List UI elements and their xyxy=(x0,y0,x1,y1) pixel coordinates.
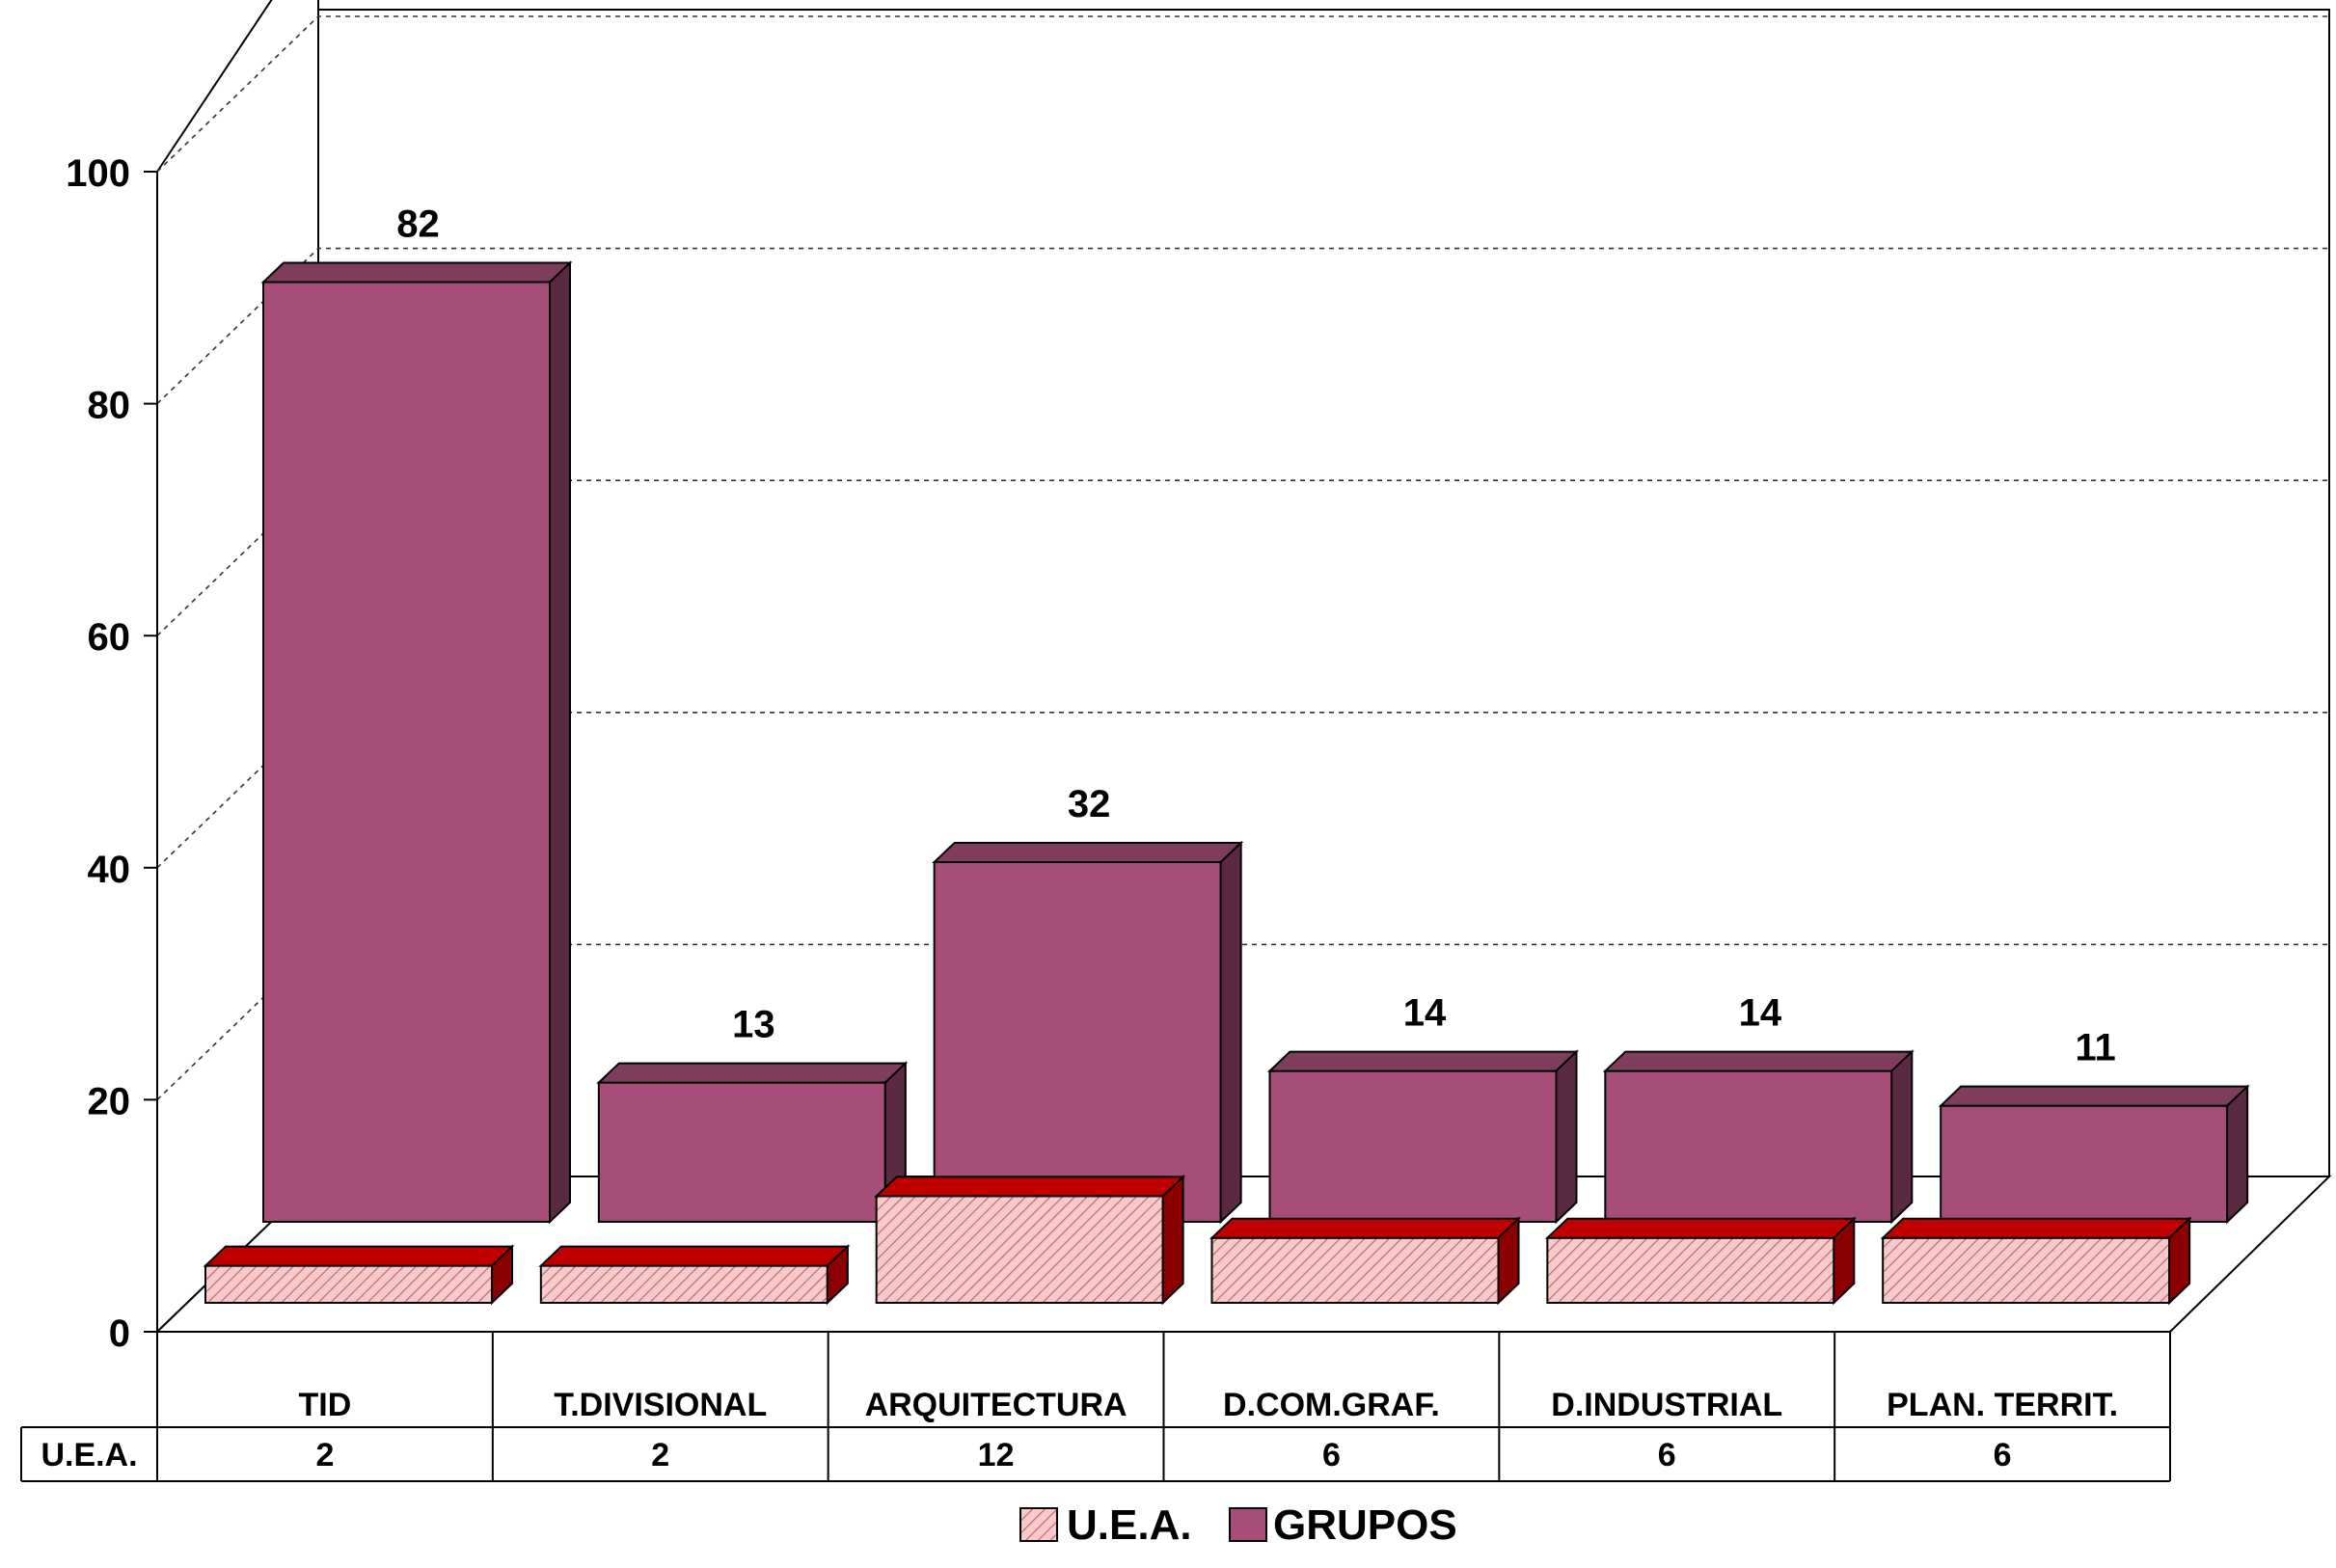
data-label: 14 xyxy=(1403,992,1447,1035)
grupos-bar-front xyxy=(597,1081,886,1223)
uea-bars xyxy=(203,1175,2192,1306)
gridline xyxy=(156,15,2329,173)
uea-bar-side xyxy=(826,1244,849,1306)
x-category-label: ARQUITECTURA xyxy=(865,1387,1127,1423)
grupos-bar-top xyxy=(932,842,1244,864)
grupos-bar-side xyxy=(2226,1084,2249,1225)
grupos-bar-top xyxy=(1267,1050,1579,1072)
grupos-bar-front xyxy=(1940,1104,2229,1224)
grupos-bar-side xyxy=(1890,1049,1914,1225)
grupos-bar xyxy=(260,260,573,1225)
uea-bar-front xyxy=(875,1195,1164,1305)
uea-bar xyxy=(1209,1216,1521,1306)
grupos-bar-side xyxy=(549,260,571,1225)
data-label: 13 xyxy=(732,1004,775,1046)
table-cell: 6 xyxy=(1658,1437,1676,1473)
grupos-bar-top xyxy=(1602,1050,1915,1072)
uea-bar-front xyxy=(204,1264,493,1304)
uea-bar xyxy=(203,1244,515,1306)
y-axis: 0 20 40 60 80 100 xyxy=(66,152,158,1355)
grupos-bar-front xyxy=(933,861,1222,1223)
table-cell: 2 xyxy=(651,1437,669,1473)
legend-swatch-uea xyxy=(1019,1507,1058,1542)
grupos-bar-side xyxy=(1219,840,1242,1225)
uea-bar-side xyxy=(1833,1216,1856,1306)
uea-bar xyxy=(874,1175,1186,1306)
grupos-bar xyxy=(1267,1049,1579,1225)
uea-bar-top xyxy=(203,1245,515,1267)
uea-bar-side xyxy=(1161,1175,1184,1306)
uea-bar-top xyxy=(1544,1217,1857,1239)
gridline xyxy=(156,247,2329,405)
table-cell: 2 xyxy=(315,1437,334,1473)
grupos-bar-top xyxy=(1938,1085,2250,1107)
table-cell: 6 xyxy=(1322,1437,1341,1473)
uea-bar-front xyxy=(1546,1236,1835,1305)
data-table: U.E.A. TID 2 T.DIVISIONAL 2 ARQUITECTURA 12 D.C… xyxy=(20,1332,2171,1482)
grupos-bar-front xyxy=(1268,1069,1558,1223)
uea-bar-top xyxy=(1209,1217,1521,1239)
data-label: 32 xyxy=(1068,783,1111,825)
table-cell: 12 xyxy=(978,1437,1015,1473)
uea-bar-top xyxy=(1880,1217,2192,1239)
uea-bar-front xyxy=(1210,1236,1500,1305)
grupos-bar-front xyxy=(262,281,551,1224)
legend-label-uea: U.E.A. xyxy=(1067,1501,1192,1549)
x-category-label: D.COM.GRAF. xyxy=(1223,1387,1440,1423)
data-label: 14 xyxy=(1739,992,1782,1035)
grupos-bars xyxy=(260,260,2250,1225)
y-tick-label: 20 xyxy=(88,1080,131,1122)
grupos-bar xyxy=(596,1061,909,1225)
legend-label-grupos: GRUPOS xyxy=(1273,1501,1457,1549)
data-label: 11 xyxy=(2076,1027,2116,1069)
uea-bar-top xyxy=(874,1176,1186,1198)
back-wall xyxy=(317,9,2330,1177)
grupos-bar xyxy=(932,840,1244,1225)
x-category-label: T.DIVISIONAL xyxy=(554,1387,767,1423)
y-tick-label: 40 xyxy=(88,849,131,891)
grupos-bar-top xyxy=(596,1062,909,1084)
uea-bar-side xyxy=(2168,1216,2191,1306)
grupos-bar xyxy=(1602,1049,1915,1225)
grupos-bar-top xyxy=(260,261,573,284)
uea-bar-front xyxy=(1882,1236,2171,1305)
table-cell: 6 xyxy=(1994,1437,2012,1473)
data-label: 82 xyxy=(396,203,440,246)
grupos-bar xyxy=(1938,1084,2250,1225)
grupos-bar-front xyxy=(1604,1069,1893,1223)
x-category-label: TID xyxy=(299,1387,352,1423)
table-row-label: U.E.A. xyxy=(41,1437,137,1473)
x-category-label: D.INDUSTRIAL xyxy=(1551,1387,1782,1423)
uea-bar-top xyxy=(538,1245,851,1267)
uea-bar-front xyxy=(539,1264,828,1304)
y-tick-label: 0 xyxy=(109,1312,130,1355)
uea-bar xyxy=(1544,1216,1857,1306)
y-tick-label: 60 xyxy=(88,616,131,659)
uea-bar-side xyxy=(1497,1216,1520,1306)
data-labels: 82 13 32 14 14 11 xyxy=(396,203,2116,1069)
uea-bar xyxy=(1880,1216,2192,1306)
legend: U.E.A. GRUPOS xyxy=(1019,1501,1457,1549)
y-tick-label: 100 xyxy=(66,152,130,195)
y-tick-label: 80 xyxy=(88,385,131,427)
legend-swatch-grupos xyxy=(1229,1507,1267,1542)
grupos-bar-side xyxy=(1555,1049,1578,1225)
x-category-label: PLAN. TERRIT. xyxy=(1887,1387,2118,1423)
uea-bar-side xyxy=(491,1244,513,1306)
uea-bar xyxy=(538,1244,851,1306)
